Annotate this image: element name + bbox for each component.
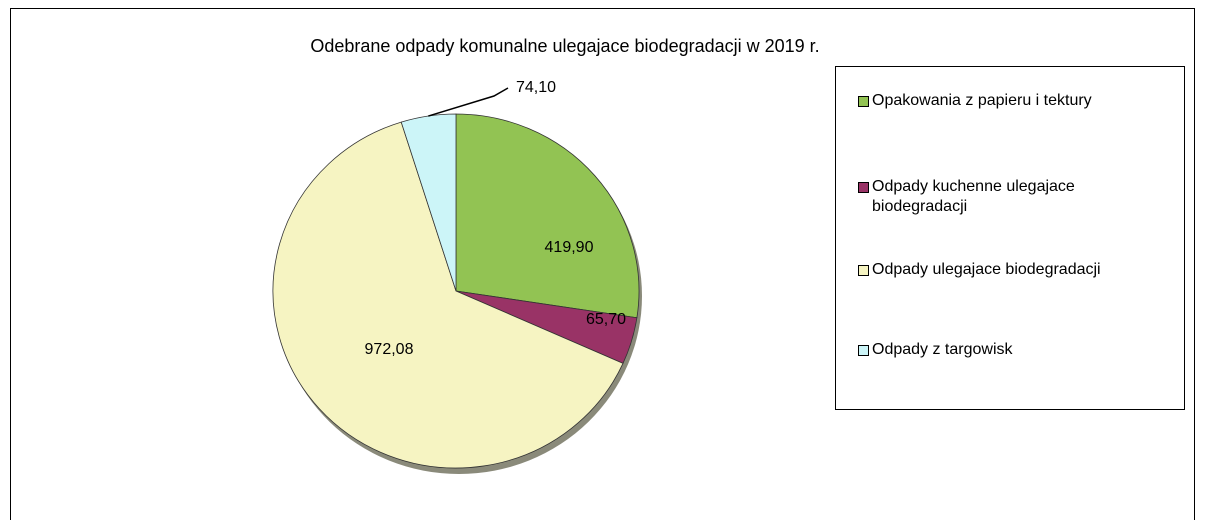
- data-label: 972,08: [365, 341, 414, 358]
- leader-line: [428, 87, 509, 117]
- legend-swatch: [858, 182, 869, 193]
- chart-title: Odebrane odpady komunalne ulegajace biod…: [310, 36, 819, 56]
- legend: Opakowania z papieru i tektury Odpady kuc…: [835, 66, 1185, 410]
- legend-item: Odpady ulegajace biodegradacji: [858, 260, 1158, 280]
- data-label: 74,10: [516, 79, 556, 96]
- legend-label: Odpady kuchenne ulegajace biodegradacji: [872, 178, 1075, 215]
- pie-slice: [455, 113, 640, 319]
- legend-item: Odpady z targowisk: [858, 340, 1158, 360]
- data-label: 419,90: [545, 239, 594, 256]
- pie-slice: [400, 113, 457, 292]
- legend-item: Odpady kuchenne ulegajace biodegradacji: [858, 177, 1158, 217]
- pie-slice: [272, 121, 624, 469]
- legend-item: Opakowania z papieru i tektury: [858, 91, 1158, 111]
- legend-swatch: [858, 265, 869, 276]
- legend-swatch: [858, 96, 869, 107]
- legend-label: Odpady z targowisk: [872, 341, 1013, 358]
- legend-label: Odpady ulegajace biodegradacji: [872, 261, 1101, 278]
- legend-swatch: [858, 345, 869, 356]
- data-label: 65,70: [586, 311, 626, 328]
- legend-label: Opakowania z papieru i tektury: [872, 92, 1092, 109]
